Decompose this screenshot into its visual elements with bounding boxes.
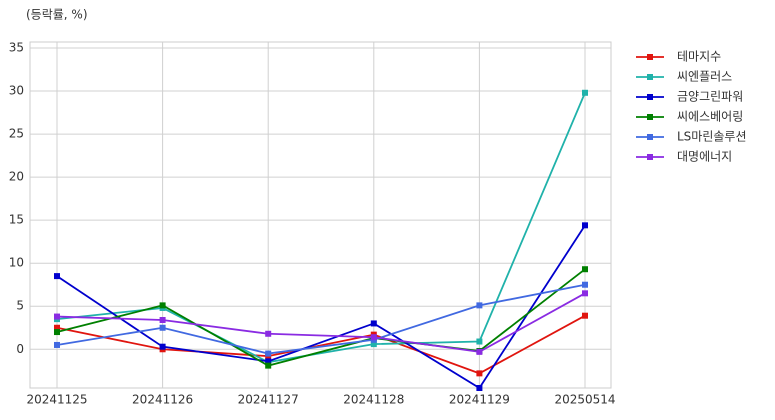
point <box>159 302 166 309</box>
point <box>265 350 272 357</box>
series-line <box>56 283 586 355</box>
point <box>54 313 60 320</box>
y-tick-label: 20 <box>9 170 24 184</box>
series-line <box>56 92 586 364</box>
y-tick-label: 15 <box>9 213 24 227</box>
legend-label: 테마지수 <box>677 50 721 64</box>
x-tick-label: 20241127 <box>238 393 299 407</box>
legend-marker <box>647 54 653 60</box>
point <box>476 338 483 345</box>
plot-area <box>29 41 612 389</box>
point <box>582 290 588 297</box>
x-tick-label: 20241128 <box>343 393 404 407</box>
legend-label: 금양그린파워 <box>677 90 743 104</box>
series-line <box>56 268 586 367</box>
legend-label: 대명에너지 <box>677 150 732 164</box>
x-tick-label: 20241129 <box>449 393 510 407</box>
legend-marker <box>647 74 653 80</box>
point <box>476 370 483 377</box>
point <box>370 334 377 341</box>
y-tick-label: 5 <box>16 299 24 313</box>
legend-marker <box>647 154 653 160</box>
y-axis-label: (등락률, %) <box>26 8 88 22</box>
series-line <box>56 314 586 375</box>
point <box>265 330 272 337</box>
y-tick-label: 0 <box>16 342 24 356</box>
x-tick-label: 20250514 <box>554 393 615 407</box>
y-tick-label: 10 <box>9 256 24 270</box>
point <box>265 362 272 369</box>
point <box>476 385 483 391</box>
point <box>476 302 483 309</box>
y-tick-label: 25 <box>9 127 24 141</box>
point <box>370 320 377 327</box>
point <box>582 222 588 229</box>
point <box>54 273 60 280</box>
point <box>582 281 588 288</box>
legend-label: 씨엔플러스 <box>677 70 732 84</box>
point <box>370 341 377 348</box>
legend-marker <box>647 114 653 120</box>
point <box>582 89 588 96</box>
legend-marker <box>647 94 653 100</box>
point <box>159 343 166 350</box>
legend-label: LS마린솔루션 <box>677 130 747 144</box>
legend-label: 씨에스베어링 <box>677 110 743 124</box>
y-tick-label: 35 <box>9 41 24 55</box>
point <box>582 312 588 319</box>
point <box>582 266 588 273</box>
point <box>265 358 272 365</box>
x-tick-label: 20241125 <box>26 393 87 407</box>
x-tick-label: 20241126 <box>132 393 193 407</box>
series-line <box>56 224 586 390</box>
legend-marker <box>647 134 653 140</box>
point <box>54 329 60 336</box>
point <box>476 348 483 355</box>
point <box>159 324 166 331</box>
point <box>54 324 60 331</box>
series-line <box>56 292 586 353</box>
y-tick-label: 30 <box>9 84 24 98</box>
point <box>54 341 60 348</box>
point <box>159 317 166 324</box>
